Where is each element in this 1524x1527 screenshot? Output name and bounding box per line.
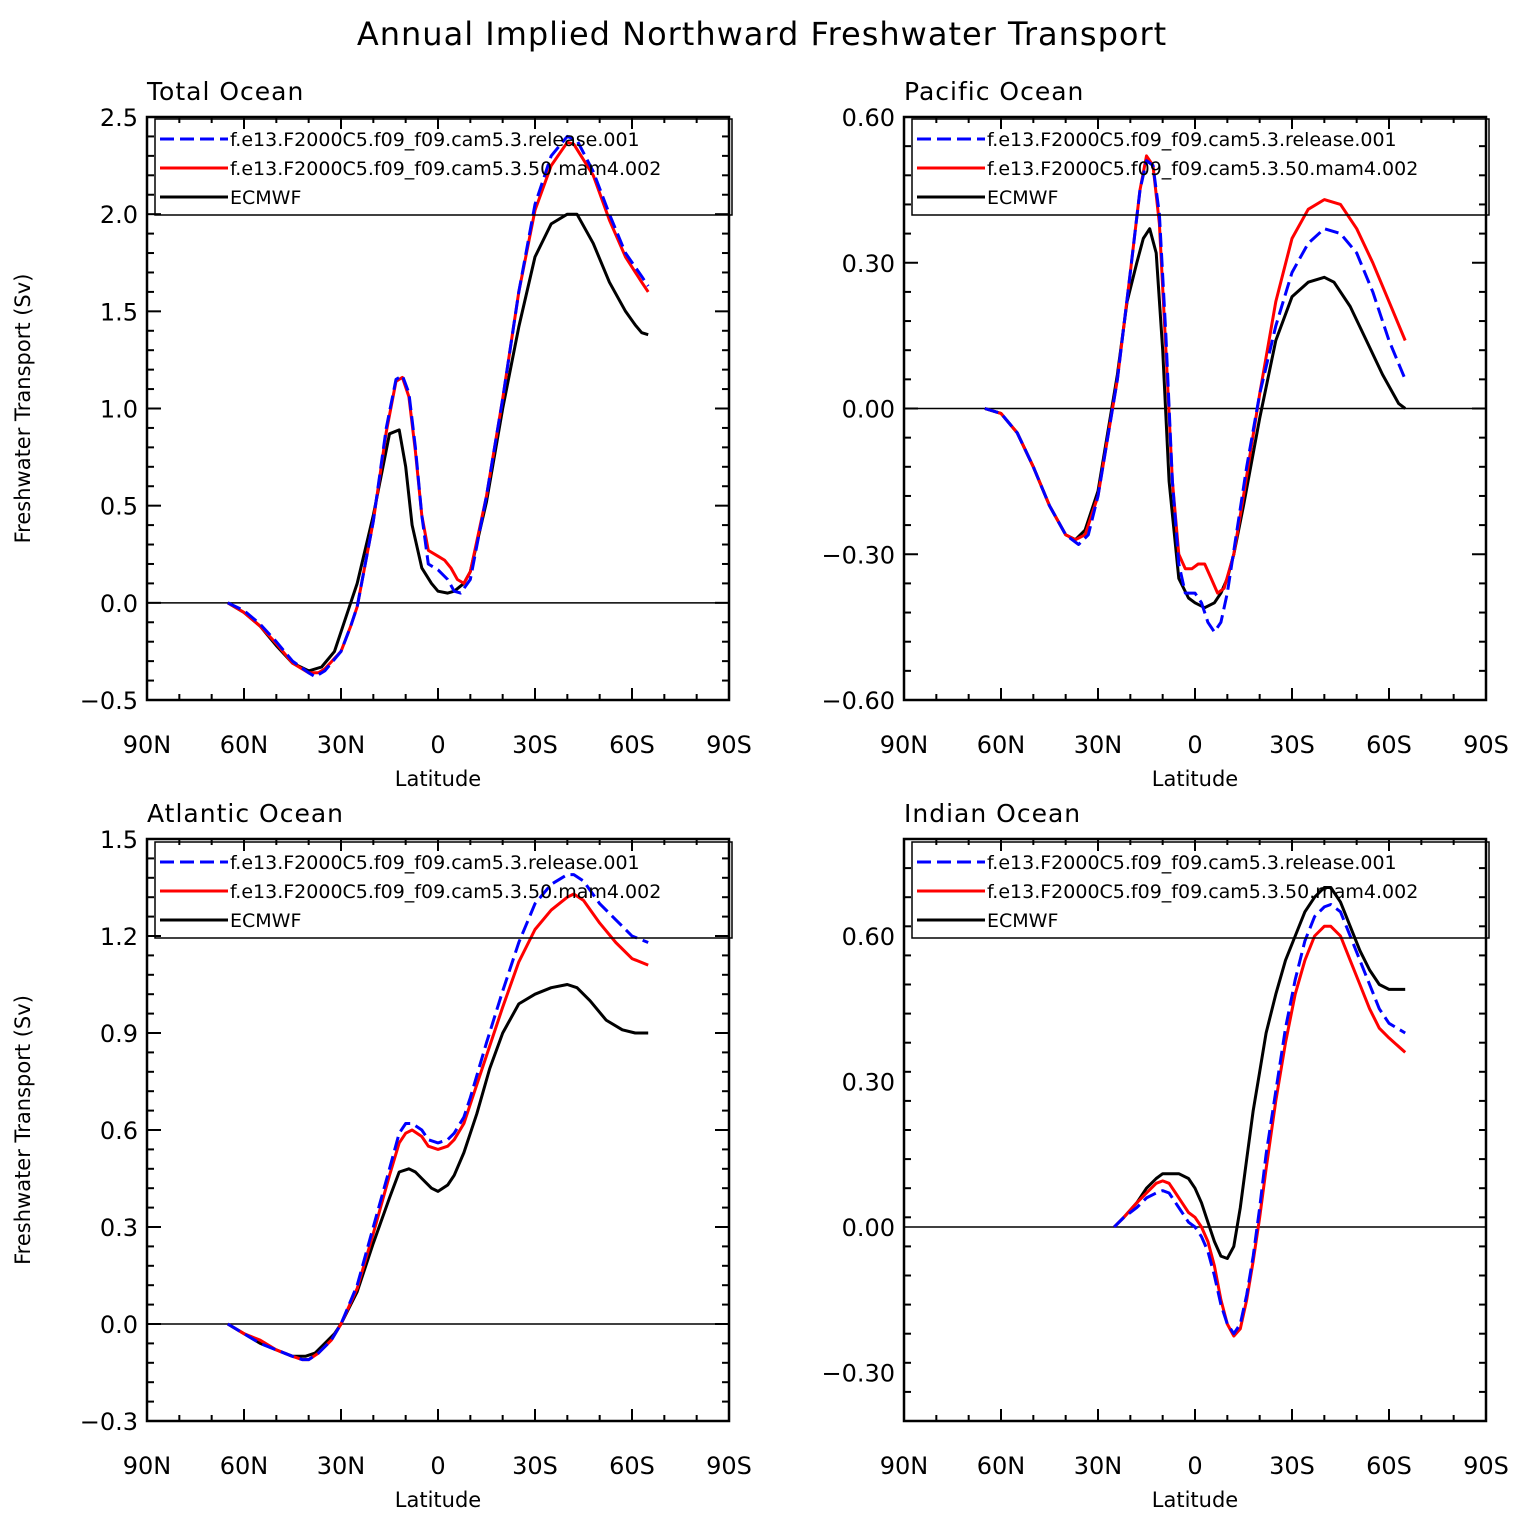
series-line-ecmwf [984, 227, 1407, 610]
legend-label: f.e13.F2000C5.f09_f09.cam5.3.50.mam4.002 [230, 881, 661, 903]
y-tick-label: 2.5 [100, 104, 138, 132]
series-line-mam4-002 [227, 892, 649, 1362]
y-tick-label: 0.5 [100, 493, 138, 521]
panel-pacific-ocean: Pacific Ocean 90N 60N 30N 0 30S 60S 90S Latitude… [821, 77, 1508, 791]
x-axis-label: Latitude [1152, 1488, 1238, 1512]
legend-label: ECMWF [987, 187, 1058, 209]
x-tick-label: 90N [123, 731, 172, 759]
x-tick-label: 90N [880, 731, 929, 759]
panel-indian-ocean: Indian Ocean 90N 60N 30N 0 30S 60S 90S Latitude −… [821, 799, 1508, 1512]
legend: f.e13.F2000C5.f09_f09.cam5.3.release.001… [911, 118, 1490, 216]
panel-atlantic-ocean: Atlantic Ocean 90N 60N 30N 0 30S 60S 90S Latitud… [11, 799, 752, 1512]
x-tick-label: 90N [880, 1452, 929, 1480]
legend-label: ECMWF [230, 910, 301, 932]
x-tick-label: 30S [512, 731, 558, 759]
x-tick-label: 60S [609, 1452, 655, 1480]
y-tick-label: 2.0 [100, 201, 138, 229]
y-axis-label: Freshwater Transport (Sv) [11, 274, 35, 544]
y-tick-label: 0.3 [100, 1214, 138, 1242]
y-tick-label: −0.5 [80, 687, 138, 715]
series-line-ecmwf [227, 983, 649, 1358]
series-line-release-001 [1113, 903, 1406, 1336]
legend-box [154, 841, 733, 939]
x-tick-label: 60N [220, 1452, 269, 1480]
legend: f.e13.F2000C5.f09_f09.cam5.3.release.001… [911, 841, 1490, 939]
panel-title: Atlantic Ocean [147, 799, 344, 828]
y-tick-label: −0.60 [821, 687, 895, 715]
legend-label: ECMWF [230, 187, 301, 209]
x-tick-label: 30N [317, 731, 366, 759]
legend-box [911, 118, 1490, 216]
x-tick-label: 0 [430, 731, 445, 759]
series-line-ecmwf [227, 212, 649, 673]
x-tick-label: 0 [1187, 731, 1202, 759]
x-tick-label: 0 [1187, 1452, 1202, 1480]
x-axis-label: Latitude [1152, 767, 1238, 791]
legend: f.e13.F2000C5.f09_f09.cam5.3.release.001… [154, 841, 733, 939]
x-tick-label: 30S [1269, 1452, 1315, 1480]
x-tick-label: 60N [977, 1452, 1026, 1480]
x-axis-label: Latitude [395, 1488, 481, 1512]
y-tick-label: 0.00 [842, 1214, 895, 1242]
x-tick-label: 30N [317, 1452, 366, 1480]
legend-label: ECMWF [987, 910, 1058, 932]
x-tick-label: 60S [609, 731, 655, 759]
x-tick-label: 60S [1366, 731, 1412, 759]
legend: f.e13.F2000C5.f09_f09.cam5.3.release.001… [154, 118, 733, 216]
y-tick-label: 0.00 [842, 396, 895, 424]
y-tick-label: 0.30 [842, 1069, 895, 1097]
panel-total-ocean: Total Ocean 90N 60N 30N 0 30S 60S 90S Latitude −0… [11, 77, 752, 791]
y-tick-label: −0.3 [80, 1408, 138, 1436]
y-tick-label: 0.9 [100, 1020, 138, 1048]
x-tick-label: 90N [123, 1452, 172, 1480]
x-axis-label: Latitude [395, 767, 481, 791]
x-tick-label: 90S [1463, 731, 1509, 759]
y-tick-label: 1.0 [100, 396, 138, 424]
panel-title: Pacific Ocean [904, 77, 1084, 106]
y-tick-label: 0.6 [100, 1117, 138, 1145]
series-line-release-001 [984, 159, 1407, 634]
x-tick-label: 30S [1269, 731, 1315, 759]
y-tick-label: 0.30 [842, 250, 895, 278]
y-tick-label: 1.5 [100, 826, 138, 854]
legend-box [911, 841, 1490, 939]
legend-label: f.e13.F2000C5.f09_f09.cam5.3.release.001 [987, 129, 1397, 151]
x-tick-label: 0 [430, 1452, 445, 1480]
series-line-release-001 [227, 134, 650, 679]
y-tick-label: −0.30 [821, 541, 895, 569]
x-tick-label: 30N [1074, 1452, 1123, 1480]
y-tick-label: 1.2 [100, 923, 138, 951]
y-tick-label: −0.30 [821, 1360, 895, 1388]
series-line-mam4-002 [984, 154, 1407, 595]
x-tick-label: 90S [1463, 1452, 1509, 1480]
series-line-mam4-002 [1113, 924, 1407, 1338]
legend-label: f.e13.F2000C5.f09_f09.cam5.3.release.001 [230, 852, 640, 874]
legend-label: f.e13.F2000C5.f09_f09.cam5.3.release.001 [230, 129, 640, 151]
x-tick-label: 90S [706, 731, 752, 759]
x-tick-label: 60N [220, 731, 269, 759]
legend-label: f.e13.F2000C5.f09_f09.cam5.3.release.001 [987, 852, 1397, 874]
legend-label: f.e13.F2000C5.f09_f09.cam5.3.50.mam4.002 [987, 881, 1418, 903]
y-tick-label: 0.0 [100, 590, 138, 618]
y-tick-label: 0.60 [842, 104, 895, 132]
legend-label: f.e13.F2000C5.f09_f09.cam5.3.50.mam4.002 [230, 158, 661, 180]
series-line-release-001 [227, 873, 649, 1362]
y-tick-label: 0.0 [100, 1311, 138, 1339]
x-tick-label: 90S [706, 1452, 752, 1480]
y-axis-label: Freshwater Transport (Sv) [11, 995, 35, 1265]
x-tick-label: 60S [1366, 1452, 1412, 1480]
series-line-mam4-002 [227, 140, 650, 675]
y-tick-label: 0.60 [842, 923, 895, 951]
legend-label: f.e13.F2000C5.f09_f09.cam5.3.50.mam4.002 [987, 158, 1418, 180]
y-tick-label: 1.5 [100, 298, 138, 326]
panel-title: Indian Ocean [904, 799, 1081, 828]
series-line-ecmwf [1113, 886, 1406, 1260]
x-tick-label: 30S [512, 1452, 558, 1480]
panel-title: Total Ocean [146, 77, 304, 106]
figure-title: Annual Implied Northward Freshwater Tran… [357, 15, 1167, 53]
legend-box [154, 118, 733, 216]
x-tick-label: 30N [1074, 731, 1123, 759]
x-tick-label: 60N [977, 731, 1026, 759]
